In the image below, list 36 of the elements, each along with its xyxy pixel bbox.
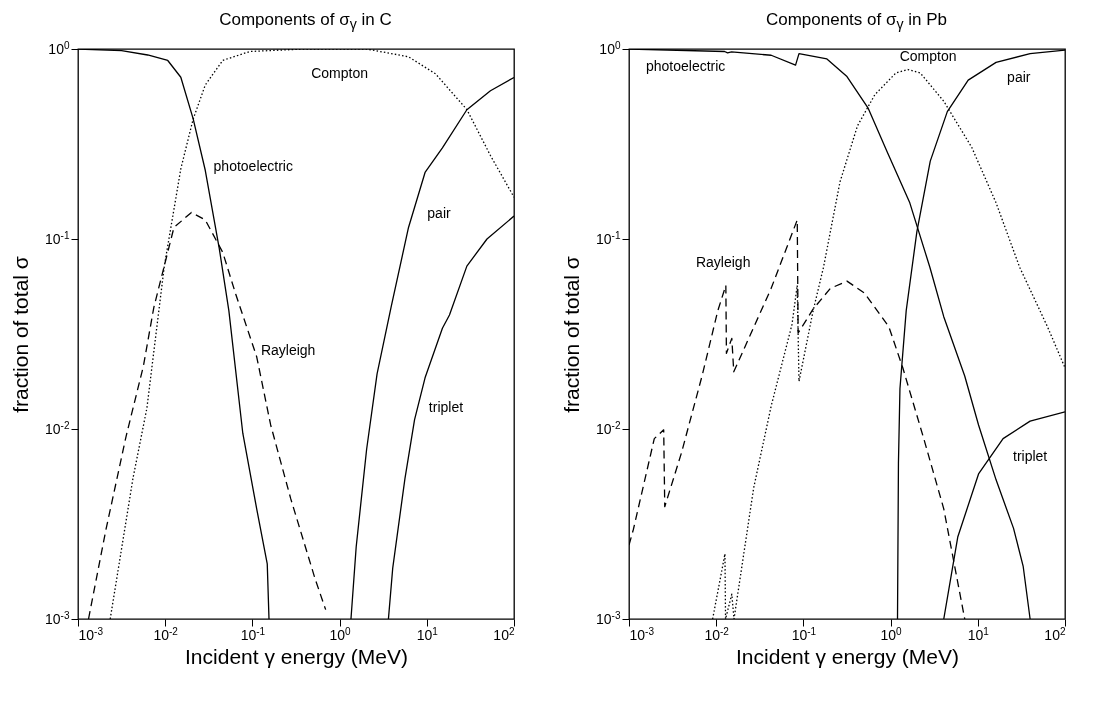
x-tick-label: 10$^{-1}$: [240, 625, 266, 643]
x-tick-label: 10$^{0}$: [880, 625, 903, 643]
x-tick-label: 10$^{-3}$: [629, 625, 655, 643]
series-label: photoelectric: [645, 57, 726, 74]
series-label: triplet: [1013, 448, 1048, 465]
chart-title: Components of σ$_{γ}$ in Pb: [764, 9, 949, 35]
series-label: pair: [427, 205, 452, 222]
series-label: Rayleigh: [260, 342, 316, 359]
x-tick-label: 10$^{1}$: [967, 625, 990, 643]
series-label: triplet: [428, 399, 464, 416]
series-label: Rayleigh: [695, 253, 751, 270]
series-label: pair: [1007, 68, 1031, 85]
y-tick-label: 10$^{-1}$: [596, 229, 621, 247]
series-label: Compton: [899, 47, 957, 64]
x-tick-label: 10$^{2}$: [493, 625, 515, 643]
y-tick-label: 10$^{-2}$: [45, 419, 70, 437]
y-tick-label: 10$^{-3}$: [45, 609, 70, 627]
x-tick-label: 10$^{2}$: [1044, 625, 1066, 643]
y-tick-label: 10$^{-2}$: [596, 419, 621, 437]
series-label: photoelectric: [213, 157, 293, 174]
y-axis-title: fraction of total σ: [560, 256, 584, 413]
y-tick-label: 10$^{0}$: [48, 39, 70, 57]
chart-title: Components of σ$_{γ}$ in C: [218, 9, 393, 35]
x-axis-title: Incident γ energy (MeV): [736, 644, 959, 668]
x-tick-label: 10$^{0}$: [329, 625, 352, 643]
y-tick-label: 10$^{-1}$: [45, 229, 70, 247]
y-tick-label: 10$^{0}$: [599, 39, 621, 57]
x-tick-label: 10$^{1}$: [416, 625, 439, 643]
x-tick-label: 10$^{-2}$: [704, 625, 730, 643]
y-axis-title: fraction of total σ: [9, 256, 33, 413]
x-tick-label: 10$^{-3}$: [78, 625, 104, 643]
y-tick-label: 10$^{-3}$: [596, 609, 621, 627]
x-axis-title: Incident γ energy (MeV): [185, 644, 408, 668]
series-label: Compton: [311, 64, 369, 81]
x-tick-label: 10$^{-1}$: [791, 625, 817, 643]
x-tick-label: 10$^{-2}$: [153, 625, 179, 643]
